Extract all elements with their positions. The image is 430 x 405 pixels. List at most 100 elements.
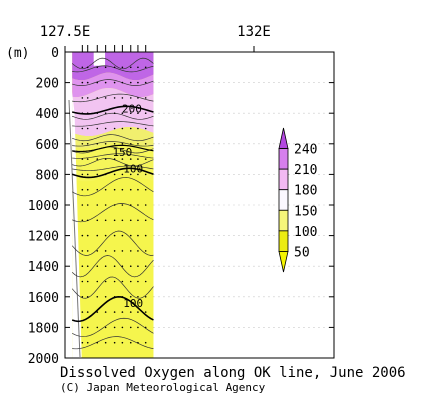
sample-dot	[113, 250, 116, 252]
sample-dot	[81, 66, 84, 69]
sample-dot	[81, 219, 84, 222]
sample-dot	[81, 158, 84, 160]
sample-dot	[86, 250, 89, 252]
sample-dot	[81, 296, 84, 298]
sample-dot	[137, 66, 139, 69]
sample-dot	[81, 204, 84, 206]
y-tick-label: 400	[36, 107, 59, 122]
sample-dot	[113, 204, 116, 206]
contour-line	[72, 134, 154, 142]
sample-dot	[81, 173, 84, 176]
sample-dot	[86, 265, 89, 268]
colorbar-cap-top	[278, 127, 289, 149]
sample-dot	[81, 341, 84, 344]
sample-dot	[129, 97, 132, 99]
sample-dot	[96, 341, 99, 344]
sample-dot	[129, 112, 132, 114]
sample-dot	[96, 280, 99, 283]
sample-dot	[86, 81, 89, 84]
sample-dot	[96, 173, 99, 176]
contour-line	[72, 317, 154, 337]
sample-dot	[113, 265, 116, 268]
y-tick-label: 600	[36, 138, 59, 153]
sample-dot	[121, 341, 124, 344]
y-tick-label: 1600	[28, 291, 59, 306]
sample-dot	[86, 158, 89, 160]
sample-dot	[144, 296, 147, 298]
sample-dot	[104, 112, 107, 114]
contour-line	[72, 336, 154, 350]
sample-dot	[129, 296, 132, 298]
sample-dot	[86, 173, 89, 176]
sample-dot	[86, 204, 89, 206]
sample-dot	[129, 204, 132, 206]
sample-dot	[121, 143, 124, 145]
contour-label: 100	[123, 162, 143, 175]
sample-dot	[113, 127, 116, 130]
colorbar-label: 100	[294, 225, 317, 240]
sample-dot	[144, 326, 147, 329]
y-tick-label: 2000	[28, 352, 59, 367]
sample-dot	[113, 341, 116, 344]
colorbar-label: 50	[294, 245, 310, 260]
sample-dot	[137, 250, 139, 252]
sample-dot	[113, 143, 116, 145]
sample-dot	[96, 296, 99, 298]
sample-dot	[137, 326, 139, 329]
sample-dot	[104, 143, 107, 145]
sample-dot	[144, 81, 147, 84]
sample-dot	[113, 280, 116, 283]
sample-dot	[96, 158, 99, 160]
sample-dot	[144, 219, 147, 222]
sample-dot	[81, 97, 84, 99]
contour-line	[72, 112, 154, 120]
sample-dot	[121, 265, 124, 268]
sample-dot	[96, 66, 99, 69]
sample-dot	[121, 219, 124, 222]
sample-dot	[137, 97, 139, 99]
sample-dot	[121, 81, 124, 84]
sample-dot	[104, 265, 107, 268]
sample-dot	[144, 97, 147, 99]
sample-dot	[81, 250, 84, 252]
sample-dot	[104, 127, 107, 130]
sample-dot	[121, 158, 124, 160]
sample-dot	[137, 341, 139, 344]
sample-dot	[113, 81, 116, 84]
seafloor-line	[68, 99, 81, 358]
sample-dot	[81, 127, 84, 130]
sample-dot	[113, 326, 116, 329]
sample-dot	[121, 311, 124, 313]
sample-dot	[121, 296, 124, 298]
sample-dot	[137, 158, 139, 160]
sample-dot	[81, 188, 84, 191]
colorbar-segment	[278, 148, 289, 170]
sample-dot	[96, 112, 99, 114]
sample-dot	[121, 127, 124, 130]
sample-dot	[137, 280, 139, 283]
sample-dot	[86, 127, 89, 130]
sample-dot	[129, 173, 132, 176]
sample-dot	[96, 97, 99, 99]
sample-dot	[113, 234, 116, 237]
sample-dot	[121, 173, 124, 176]
colorbar-label: 210	[294, 163, 317, 178]
contour-line-100-deep	[71, 296, 154, 323]
sample-dot	[86, 311, 89, 313]
contour-line	[72, 177, 154, 197]
sample-dot	[86, 66, 89, 69]
sample-dot	[104, 158, 107, 160]
sample-dot	[104, 296, 107, 298]
sample-dot	[144, 265, 147, 268]
sample-dot	[144, 204, 147, 206]
sample-dot	[104, 81, 107, 84]
x-tick-label: 127.5E	[40, 24, 91, 40]
sample-dot	[104, 280, 107, 283]
sample-dot	[86, 326, 89, 329]
contour-line	[72, 141, 154, 147]
contour-line	[72, 121, 154, 127]
sample-dot	[96, 311, 99, 313]
sample-dot	[137, 219, 139, 222]
sample-dot	[137, 127, 139, 130]
